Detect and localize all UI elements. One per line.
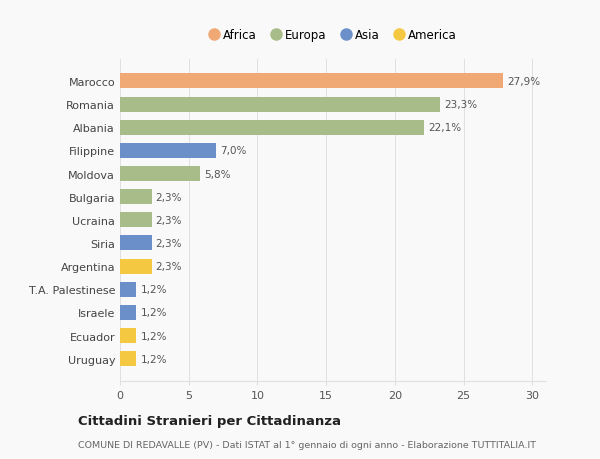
Text: COMUNE DI REDAVALLE (PV) - Dati ISTAT al 1° gennaio di ogni anno - Elaborazione : COMUNE DI REDAVALLE (PV) - Dati ISTAT al… [78, 441, 536, 449]
Text: Cittadini Stranieri per Cittadinanza: Cittadini Stranieri per Cittadinanza [78, 414, 341, 428]
Bar [120, 74, 503, 90]
Bar [120, 236, 152, 251]
Bar [120, 190, 152, 205]
Bar [120, 167, 200, 182]
Bar [120, 120, 424, 135]
Text: 2,3%: 2,3% [156, 192, 182, 202]
Text: 1,2%: 1,2% [140, 354, 167, 364]
Text: 2,3%: 2,3% [156, 215, 182, 225]
Text: 2,3%: 2,3% [156, 262, 182, 271]
Bar [120, 305, 136, 320]
Bar [120, 97, 440, 112]
Legend: Africa, Europa, Asia, America: Africa, Europa, Asia, America [206, 27, 460, 45]
Text: 5,8%: 5,8% [204, 169, 230, 179]
Text: 1,2%: 1,2% [140, 331, 167, 341]
Bar [120, 282, 136, 297]
Bar [120, 328, 136, 343]
Bar [120, 144, 216, 158]
Text: 27,9%: 27,9% [508, 77, 541, 87]
Bar [120, 351, 136, 366]
Bar [120, 259, 152, 274]
Text: 2,3%: 2,3% [156, 238, 182, 248]
Text: 22,1%: 22,1% [428, 123, 461, 133]
Text: 7,0%: 7,0% [220, 146, 247, 156]
Text: 1,2%: 1,2% [140, 285, 167, 295]
Text: 1,2%: 1,2% [140, 308, 167, 318]
Text: 23,3%: 23,3% [445, 100, 478, 110]
Bar [120, 213, 152, 228]
